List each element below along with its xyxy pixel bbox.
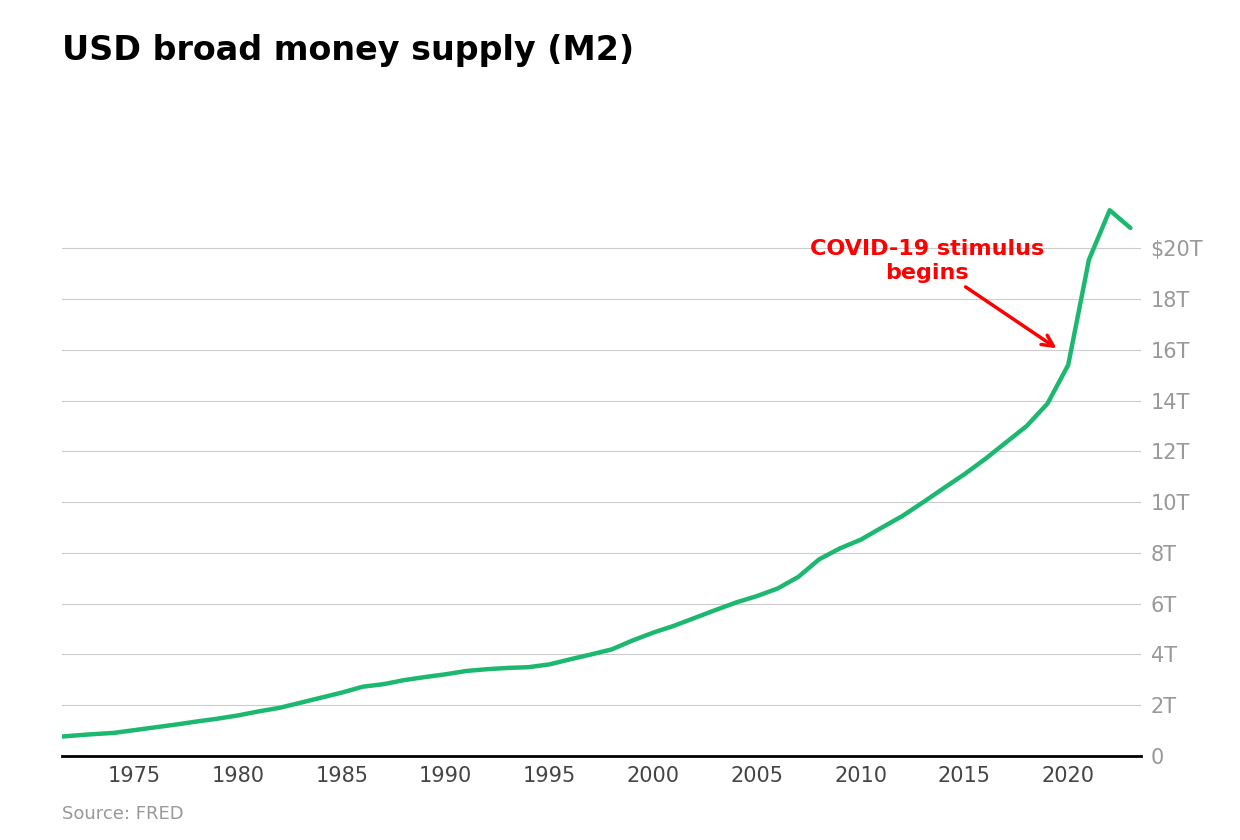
Text: USD broad money supply (M2): USD broad money supply (M2) — [62, 34, 634, 66]
Text: COVID-19 stimulus
begins: COVID-19 stimulus begins — [810, 239, 1053, 346]
Text: Source: FRED: Source: FRED — [62, 806, 184, 823]
